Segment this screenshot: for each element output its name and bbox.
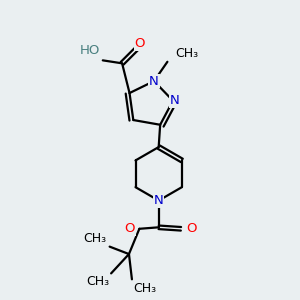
Text: N: N [149,75,159,88]
Text: CH₃: CH₃ [86,275,110,288]
Text: O: O [186,222,197,235]
Text: N: N [169,94,179,107]
Text: CH₃: CH₃ [83,232,107,245]
Text: HO: HO [80,44,100,57]
Text: N: N [154,194,164,207]
Text: O: O [125,222,135,235]
Text: CH₃: CH₃ [175,47,198,60]
Text: CH₃: CH₃ [134,282,157,295]
Text: O: O [135,37,145,50]
